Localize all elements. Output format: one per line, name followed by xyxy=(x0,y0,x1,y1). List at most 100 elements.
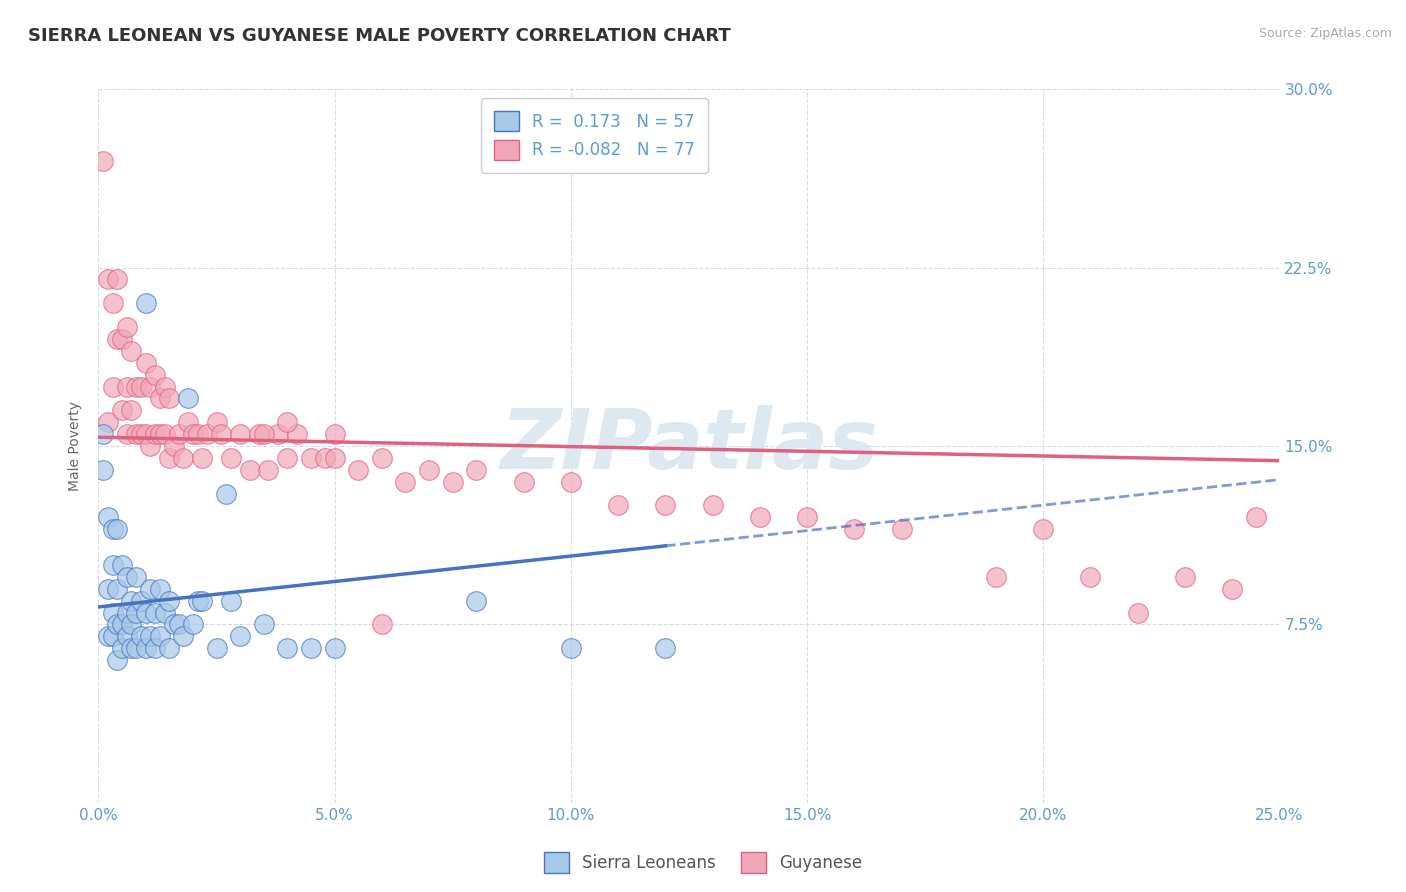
Point xyxy=(512,475,534,489)
Point xyxy=(371,617,394,632)
Point xyxy=(135,356,157,370)
Point xyxy=(276,415,298,429)
Point xyxy=(157,593,180,607)
Point xyxy=(139,439,162,453)
Point xyxy=(276,641,298,656)
Legend: Sierra Leoneans, Guyanese: Sierra Leoneans, Guyanese xyxy=(537,846,869,880)
Point xyxy=(153,379,176,393)
Point xyxy=(157,392,180,406)
Point xyxy=(121,641,143,656)
Point xyxy=(135,427,157,442)
Point xyxy=(91,427,114,442)
Point xyxy=(394,475,416,489)
Point xyxy=(157,450,180,465)
Point xyxy=(371,450,394,465)
Point xyxy=(229,629,252,643)
Point xyxy=(299,450,322,465)
Point xyxy=(101,296,124,310)
Point xyxy=(91,463,114,477)
Point xyxy=(890,522,912,536)
Point xyxy=(111,641,134,656)
Point xyxy=(418,463,440,477)
Point xyxy=(125,641,148,656)
Point xyxy=(654,641,676,656)
Point xyxy=(187,593,209,607)
Point xyxy=(121,593,143,607)
Point xyxy=(796,510,818,524)
Point xyxy=(167,617,190,632)
Point xyxy=(153,427,176,442)
Point xyxy=(1244,510,1267,524)
Point xyxy=(111,403,134,417)
Point xyxy=(105,522,128,536)
Point xyxy=(143,606,166,620)
Point xyxy=(167,427,190,442)
Point xyxy=(121,617,143,632)
Point xyxy=(191,450,214,465)
Point xyxy=(299,641,322,656)
Point xyxy=(177,415,200,429)
Point xyxy=(115,606,138,620)
Point xyxy=(205,641,228,656)
Point xyxy=(105,653,128,667)
Point xyxy=(125,379,148,393)
Point xyxy=(139,582,162,596)
Text: ZIPatlas: ZIPatlas xyxy=(501,406,877,486)
Point xyxy=(149,629,172,643)
Point xyxy=(187,427,209,442)
Point xyxy=(219,593,242,607)
Point xyxy=(1174,570,1197,584)
Point xyxy=(153,606,176,620)
Point xyxy=(205,415,228,429)
Point xyxy=(97,415,120,429)
Point xyxy=(111,617,134,632)
Point xyxy=(129,593,152,607)
Point xyxy=(323,641,346,656)
Point xyxy=(135,641,157,656)
Point xyxy=(441,475,464,489)
Point xyxy=(1220,582,1243,596)
Point xyxy=(465,463,488,477)
Point xyxy=(257,463,280,477)
Point xyxy=(101,629,124,643)
Point xyxy=(239,463,262,477)
Point xyxy=(135,296,157,310)
Point xyxy=(143,368,166,382)
Point xyxy=(129,379,152,393)
Y-axis label: Male Poverty: Male Poverty xyxy=(69,401,83,491)
Point xyxy=(229,427,252,442)
Legend: R =  0.173   N = 57, R = -0.082   N = 77: R = 0.173 N = 57, R = -0.082 N = 77 xyxy=(481,97,709,173)
Point xyxy=(347,463,370,477)
Point xyxy=(844,522,866,536)
Point xyxy=(172,450,194,465)
Point xyxy=(111,332,134,346)
Point xyxy=(115,320,138,334)
Point xyxy=(149,392,172,406)
Point xyxy=(129,629,152,643)
Point xyxy=(323,450,346,465)
Point xyxy=(560,641,582,656)
Point xyxy=(91,153,114,168)
Point xyxy=(607,499,630,513)
Point xyxy=(97,582,120,596)
Point xyxy=(143,641,166,656)
Point xyxy=(560,475,582,489)
Point xyxy=(101,379,124,393)
Point xyxy=(984,570,1007,584)
Point xyxy=(276,450,298,465)
Point xyxy=(702,499,724,513)
Point xyxy=(247,427,270,442)
Point xyxy=(285,427,308,442)
Point xyxy=(101,606,124,620)
Point xyxy=(101,558,124,572)
Point xyxy=(1080,570,1102,584)
Point xyxy=(121,343,143,358)
Point xyxy=(253,617,276,632)
Point xyxy=(181,617,204,632)
Point xyxy=(125,427,148,442)
Point xyxy=(215,486,238,500)
Point xyxy=(1126,606,1149,620)
Point xyxy=(172,629,194,643)
Point xyxy=(111,558,134,572)
Point xyxy=(748,510,770,524)
